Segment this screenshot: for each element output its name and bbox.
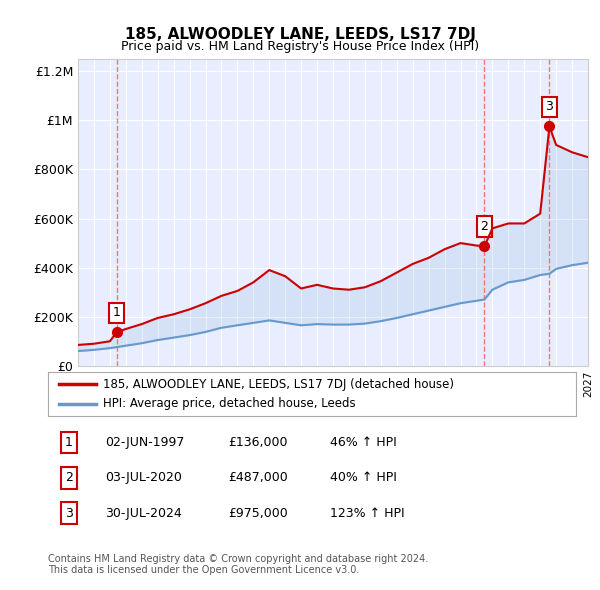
Text: 185, ALWOODLEY LANE, LEEDS, LS17 7DJ (detached house): 185, ALWOODLEY LANE, LEEDS, LS17 7DJ (de… bbox=[103, 378, 454, 391]
Text: 30-JUL-2024: 30-JUL-2024 bbox=[105, 507, 182, 520]
Text: Price paid vs. HM Land Registry's House Price Index (HPI): Price paid vs. HM Land Registry's House … bbox=[121, 40, 479, 53]
Text: 3: 3 bbox=[65, 507, 73, 520]
Text: HPI: Average price, detached house, Leeds: HPI: Average price, detached house, Leed… bbox=[103, 397, 356, 410]
Text: 1: 1 bbox=[113, 306, 121, 319]
Text: 03-JUL-2020: 03-JUL-2020 bbox=[105, 471, 182, 484]
Text: 40% ↑ HPI: 40% ↑ HPI bbox=[330, 471, 397, 484]
Text: 3: 3 bbox=[545, 100, 553, 113]
Text: £975,000: £975,000 bbox=[228, 507, 288, 520]
Text: 02-JUN-1997: 02-JUN-1997 bbox=[105, 436, 184, 449]
Text: 2: 2 bbox=[481, 220, 488, 233]
Text: 123% ↑ HPI: 123% ↑ HPI bbox=[330, 507, 404, 520]
Text: £136,000: £136,000 bbox=[228, 436, 287, 449]
Text: 46% ↑ HPI: 46% ↑ HPI bbox=[330, 436, 397, 449]
Text: Contains HM Land Registry data © Crown copyright and database right 2024.
This d: Contains HM Land Registry data © Crown c… bbox=[48, 553, 428, 575]
Text: 1: 1 bbox=[65, 436, 73, 449]
Text: 2: 2 bbox=[65, 471, 73, 484]
Text: £487,000: £487,000 bbox=[228, 471, 288, 484]
Text: 185, ALWOODLEY LANE, LEEDS, LS17 7DJ: 185, ALWOODLEY LANE, LEEDS, LS17 7DJ bbox=[125, 27, 475, 41]
